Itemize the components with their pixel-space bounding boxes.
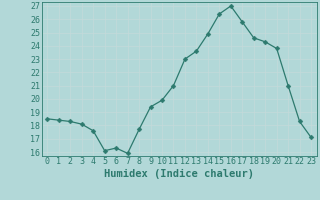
X-axis label: Humidex (Indice chaleur): Humidex (Indice chaleur) — [104, 169, 254, 179]
